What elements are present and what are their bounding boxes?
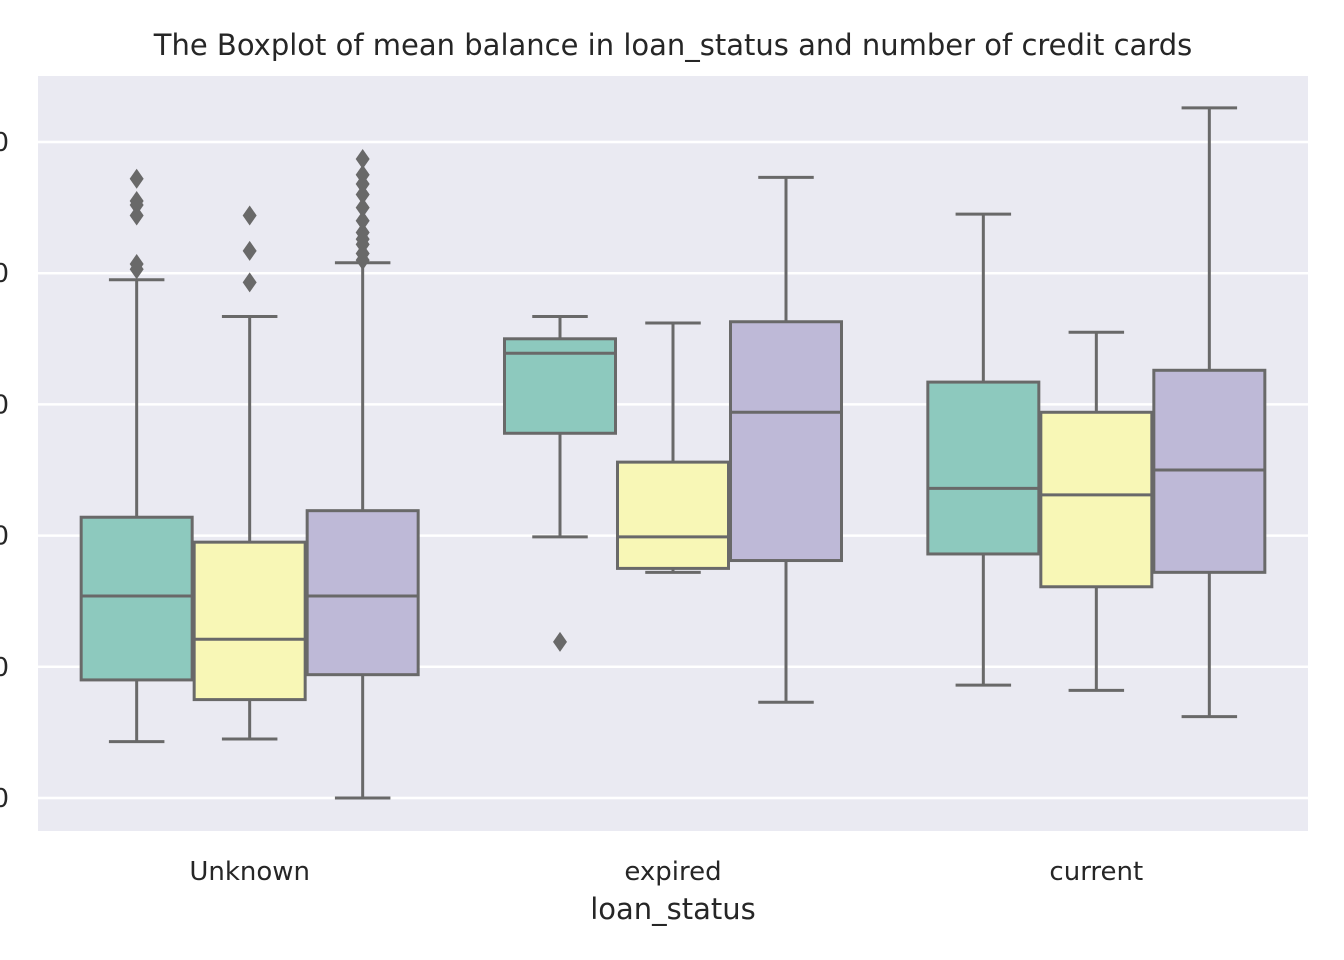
x-axis-label: loan_status — [590, 892, 756, 926]
outlier-point — [129, 168, 144, 189]
x-tick-label: expired — [624, 857, 721, 887]
box — [192, 540, 307, 702]
outlier-point — [355, 197, 370, 218]
box-group-current — [926, 106, 1267, 719]
y-tick-label: 0 — [0, 653, 9, 683]
x-tick-label: Unknown — [189, 857, 310, 887]
y-tick-label: 0 — [0, 259, 9, 289]
box-group-unknown — [79, 149, 420, 800]
outlier-point — [355, 222, 370, 243]
box — [926, 380, 1041, 556]
outlier-point — [129, 254, 144, 275]
box — [616, 460, 730, 570]
outlier-point — [242, 240, 257, 261]
box — [79, 515, 194, 682]
outlier-point — [129, 205, 144, 226]
y-tick-label: 0 — [0, 128, 9, 158]
outlier-point — [355, 184, 370, 205]
outlier-point — [355, 210, 370, 231]
box — [305, 509, 420, 677]
box-group-expired — [503, 175, 843, 704]
outlier-point — [553, 631, 567, 652]
box — [1039, 410, 1154, 589]
outlier-point — [355, 164, 370, 185]
y-tick-label: 0 — [0, 784, 9, 814]
outlier-point — [129, 191, 144, 212]
chart-title: The Boxplot of mean balance in loan_stat… — [153, 28, 1193, 62]
outlier-point — [242, 205, 257, 226]
x-tick-label: current — [1049, 857, 1143, 887]
y-tick-label: 0 — [0, 390, 9, 420]
outlier-point — [355, 149, 370, 170]
box — [729, 320, 843, 563]
y-tick-label: 0 — [0, 522, 9, 552]
outlier-point — [242, 272, 257, 293]
